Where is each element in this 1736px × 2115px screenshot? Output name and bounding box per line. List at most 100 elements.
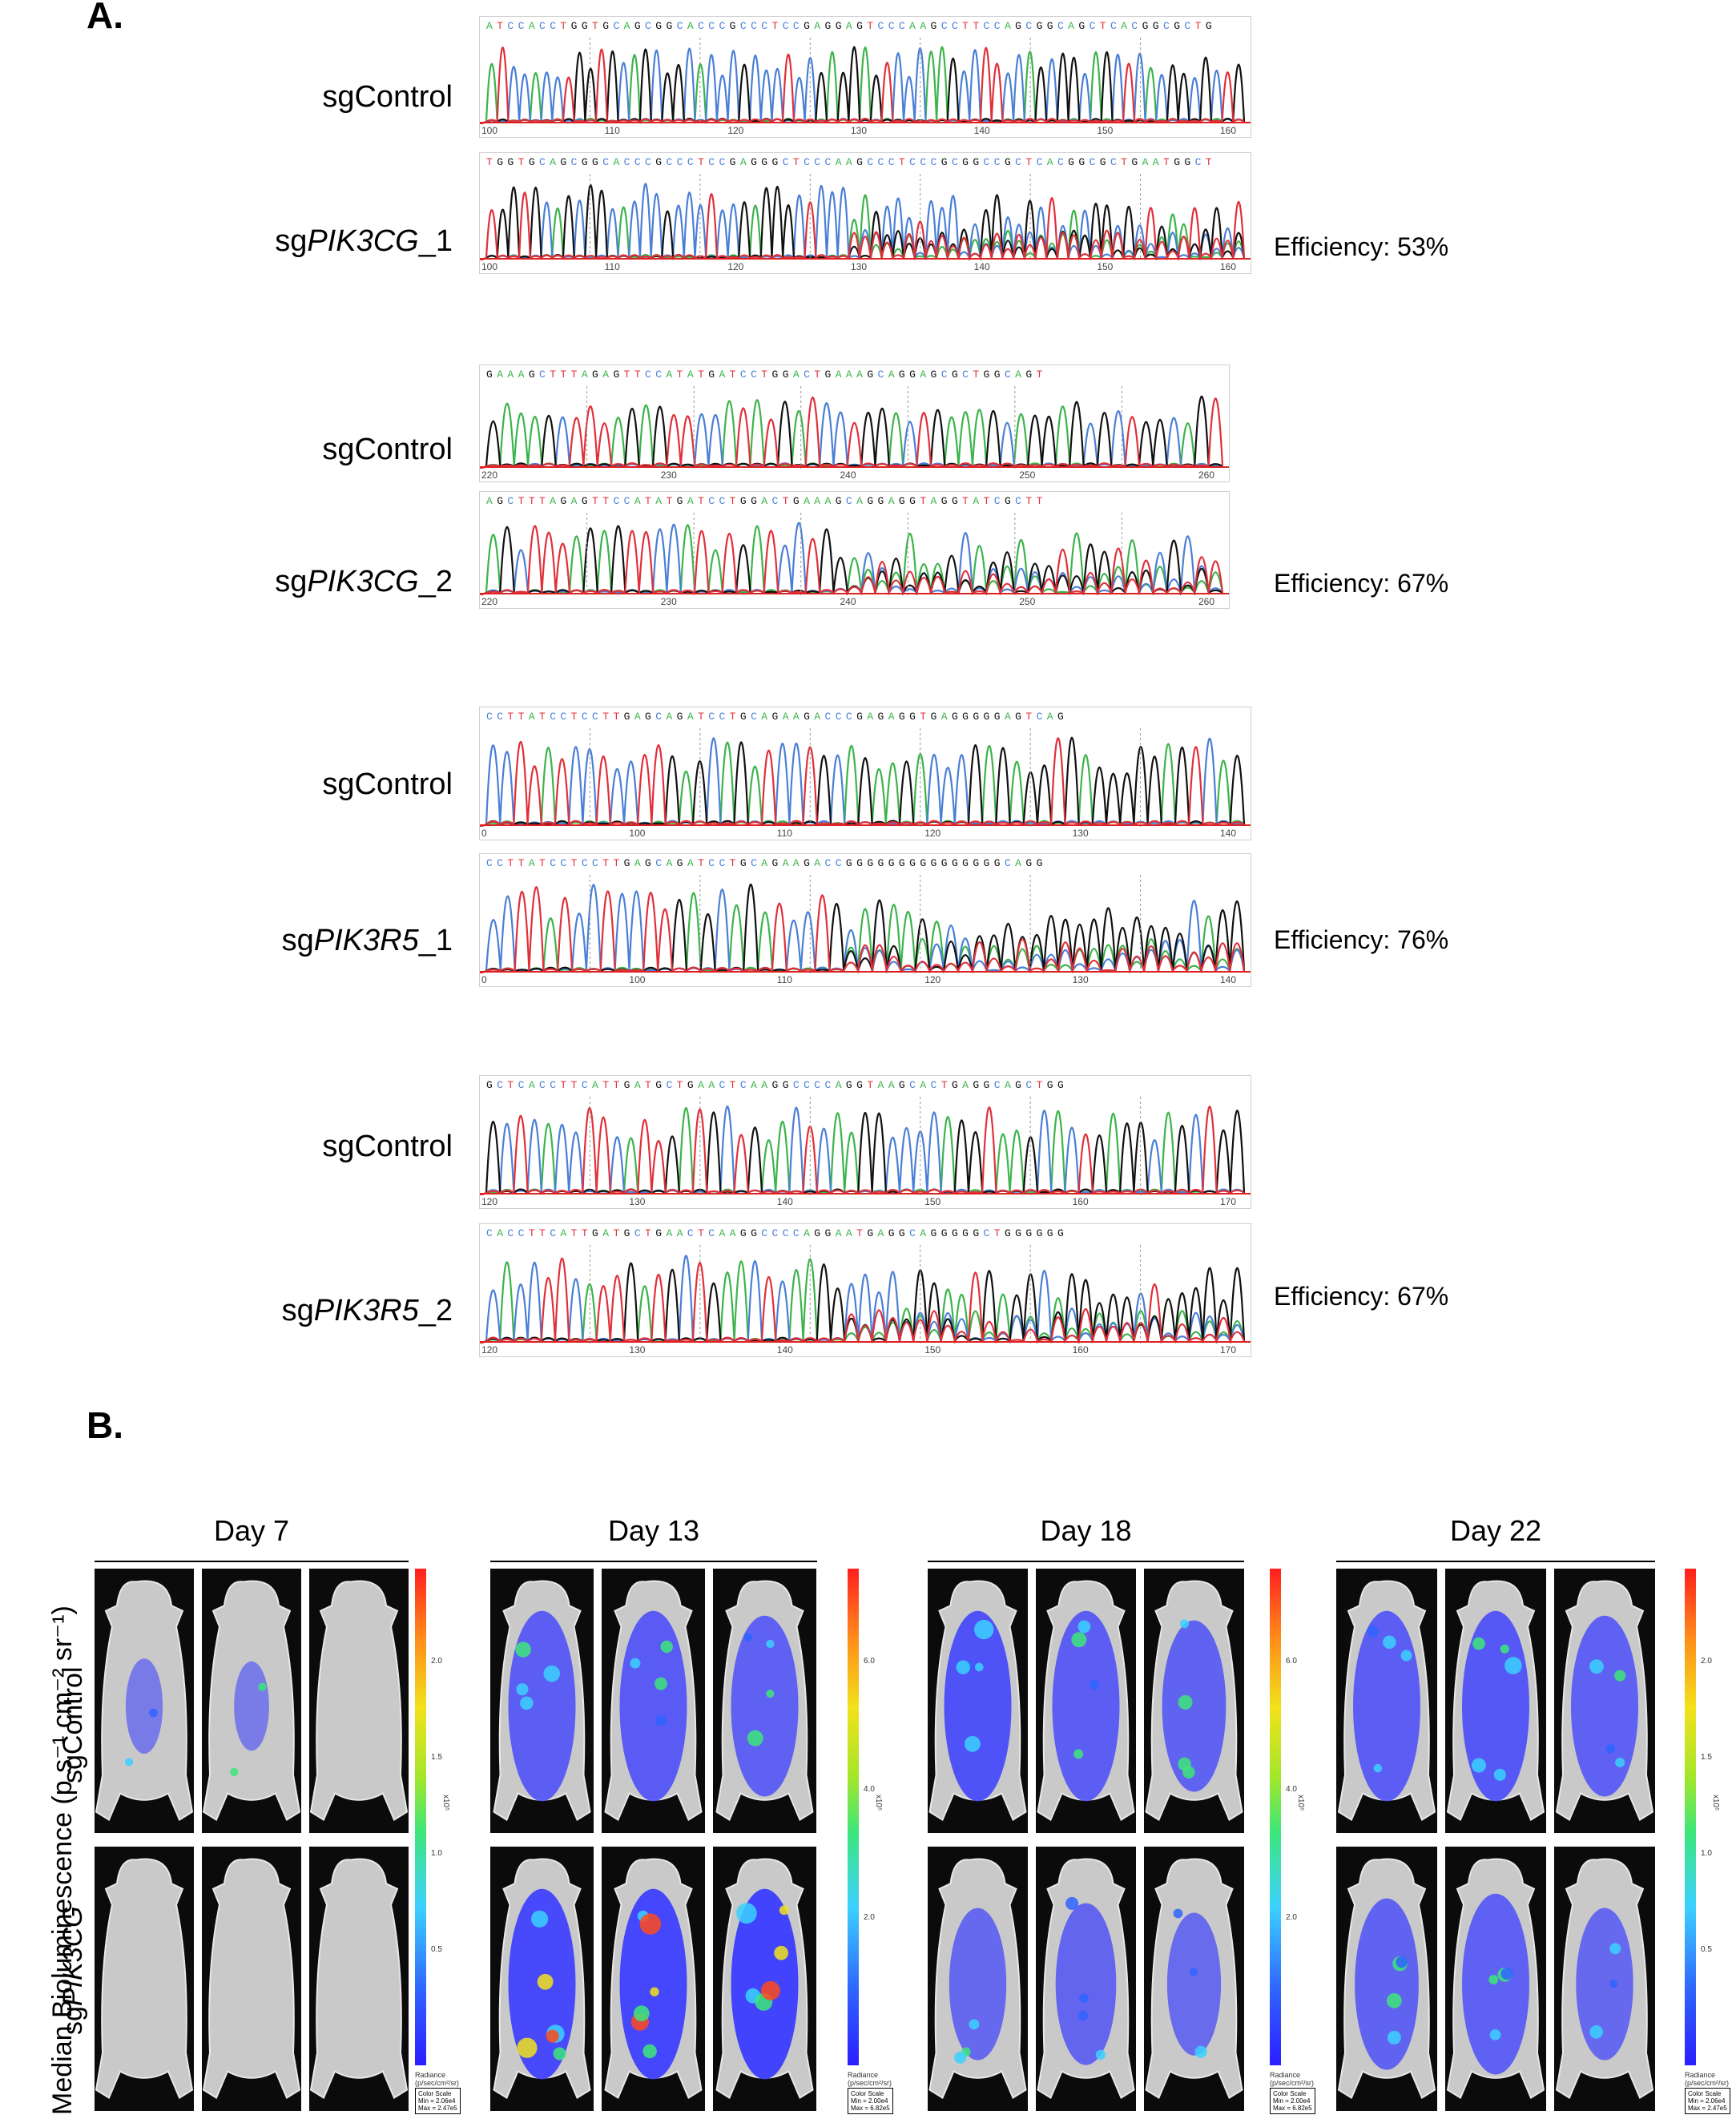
signal-hotspot xyxy=(1488,1975,1499,1985)
signal-region xyxy=(234,1661,269,1751)
base-call: C xyxy=(1025,1079,1037,1091)
guide-label-prefix: sg xyxy=(281,1294,314,1327)
base-call: G xyxy=(1015,20,1026,32)
colorbar-tick: 0.5 xyxy=(1701,1945,1712,1954)
trace-T xyxy=(480,886,1246,973)
base-call: G xyxy=(867,369,878,381)
base-call: A xyxy=(792,857,804,869)
base-call: A xyxy=(739,156,751,168)
base-call: G xyxy=(951,711,963,723)
base-call: G xyxy=(856,20,868,32)
base-call: G xyxy=(962,156,973,168)
colorbar-tick: 1.0 xyxy=(1701,1849,1712,1858)
color-scale-box: Color Scale Min = 2.06e4 Max = 2.47e5 xyxy=(415,2088,461,2114)
base-call: A xyxy=(528,711,540,723)
trace-plot xyxy=(480,174,1251,260)
base-call: C xyxy=(719,857,730,869)
signal-hotspot xyxy=(1178,1757,1191,1771)
position-tick: 140 xyxy=(776,1196,793,1207)
base-call: C xyxy=(550,20,561,32)
base-call: A xyxy=(920,369,931,381)
position-tick: 140 xyxy=(1220,828,1237,839)
base-call: G xyxy=(782,1079,793,1091)
base-call: C xyxy=(687,156,699,168)
base-call: T xyxy=(1121,156,1132,168)
position-tick: 140 xyxy=(973,125,990,136)
base-call: A xyxy=(497,369,508,381)
base-call: A xyxy=(634,857,646,869)
position-tick: 240 xyxy=(840,596,856,607)
base-call: G xyxy=(941,857,952,869)
base-call: G xyxy=(973,1079,984,1091)
base-call: C xyxy=(1015,495,1026,507)
position-tick: 170 xyxy=(1220,1344,1237,1356)
base-call: G xyxy=(497,495,508,507)
base-call: G xyxy=(592,156,603,168)
efficiency-label: Efficiency: 76% xyxy=(1274,925,1449,954)
base-call: G xyxy=(835,20,846,32)
base-call: G xyxy=(1015,1079,1026,1091)
base-call: C xyxy=(486,711,497,723)
base-call: G xyxy=(824,20,836,32)
base-call: G xyxy=(1015,1227,1026,1239)
trace-T xyxy=(480,46,1245,124)
base-call: T xyxy=(729,711,740,723)
base-call: T xyxy=(1163,156,1174,168)
base-call: G xyxy=(973,711,984,723)
signal-hotspot xyxy=(1471,1758,1487,1773)
position-tick: 150 xyxy=(924,1344,941,1356)
day-label: Day 13 xyxy=(607,1514,700,1547)
base-call: G xyxy=(898,1079,910,1091)
trace-plot xyxy=(480,386,1229,469)
base-call: C xyxy=(550,857,561,869)
base-call: C xyxy=(497,857,508,869)
base-call: A xyxy=(1046,156,1057,168)
position-tick: 130 xyxy=(629,1196,646,1207)
signal-hotspot xyxy=(520,1696,534,1710)
base-call: G xyxy=(941,156,952,168)
base-call: G xyxy=(1184,156,1195,168)
mouse-image xyxy=(202,1858,301,2099)
base-call: G xyxy=(909,495,920,507)
base-call: G xyxy=(930,20,941,32)
position-tick: 110 xyxy=(604,125,620,136)
position-ticks: 100 110 120 130 140 150 160 xyxy=(480,124,1251,137)
base-call: C xyxy=(602,156,614,168)
row-label-prefix: sg xyxy=(58,2006,88,2035)
base-call: A xyxy=(867,711,878,723)
trace-A xyxy=(480,524,1224,595)
mouse-cell xyxy=(95,1847,194,2111)
base-call: T xyxy=(676,369,687,381)
base-call: C xyxy=(835,711,846,723)
base-call: G xyxy=(729,20,740,32)
base-call: C xyxy=(719,711,730,723)
base-call: C xyxy=(719,20,730,32)
mouse-image xyxy=(95,1580,194,1821)
base-call: G xyxy=(655,1079,667,1091)
position-tick: 220 xyxy=(481,596,498,607)
base-call: A xyxy=(814,711,825,723)
position-tick: 100 xyxy=(629,828,646,839)
base-call: C xyxy=(751,857,762,869)
base-call: C xyxy=(814,1079,825,1091)
base-call: C xyxy=(719,156,730,168)
base-calls: AGCTTTAGAGTTCCATATGATCCTGGACTGAAAGCAGGAG… xyxy=(486,495,1226,511)
signal-hotspot xyxy=(774,1945,789,1960)
base-call: C xyxy=(845,711,857,723)
signal-hotspot xyxy=(1089,1679,1099,1690)
base-call: A xyxy=(804,1227,815,1239)
signal-hotspot xyxy=(530,1910,549,1928)
position-tick: 240 xyxy=(840,469,856,481)
color-scale-line: Max = 6.82e5 xyxy=(1273,2105,1312,2112)
base-call: G xyxy=(771,711,783,723)
base-call: T xyxy=(507,857,518,869)
mouse-image xyxy=(1145,1580,1243,1821)
signal-hotspot xyxy=(1493,1768,1506,1781)
base-call: T xyxy=(867,1079,878,1091)
base-call: G xyxy=(771,156,783,168)
base-call: C xyxy=(507,1227,518,1239)
base-call: T xyxy=(698,711,709,723)
signal-region xyxy=(619,1888,687,2080)
position-tick: 130 xyxy=(1072,974,1089,985)
signal-hotspot xyxy=(639,1913,662,1935)
